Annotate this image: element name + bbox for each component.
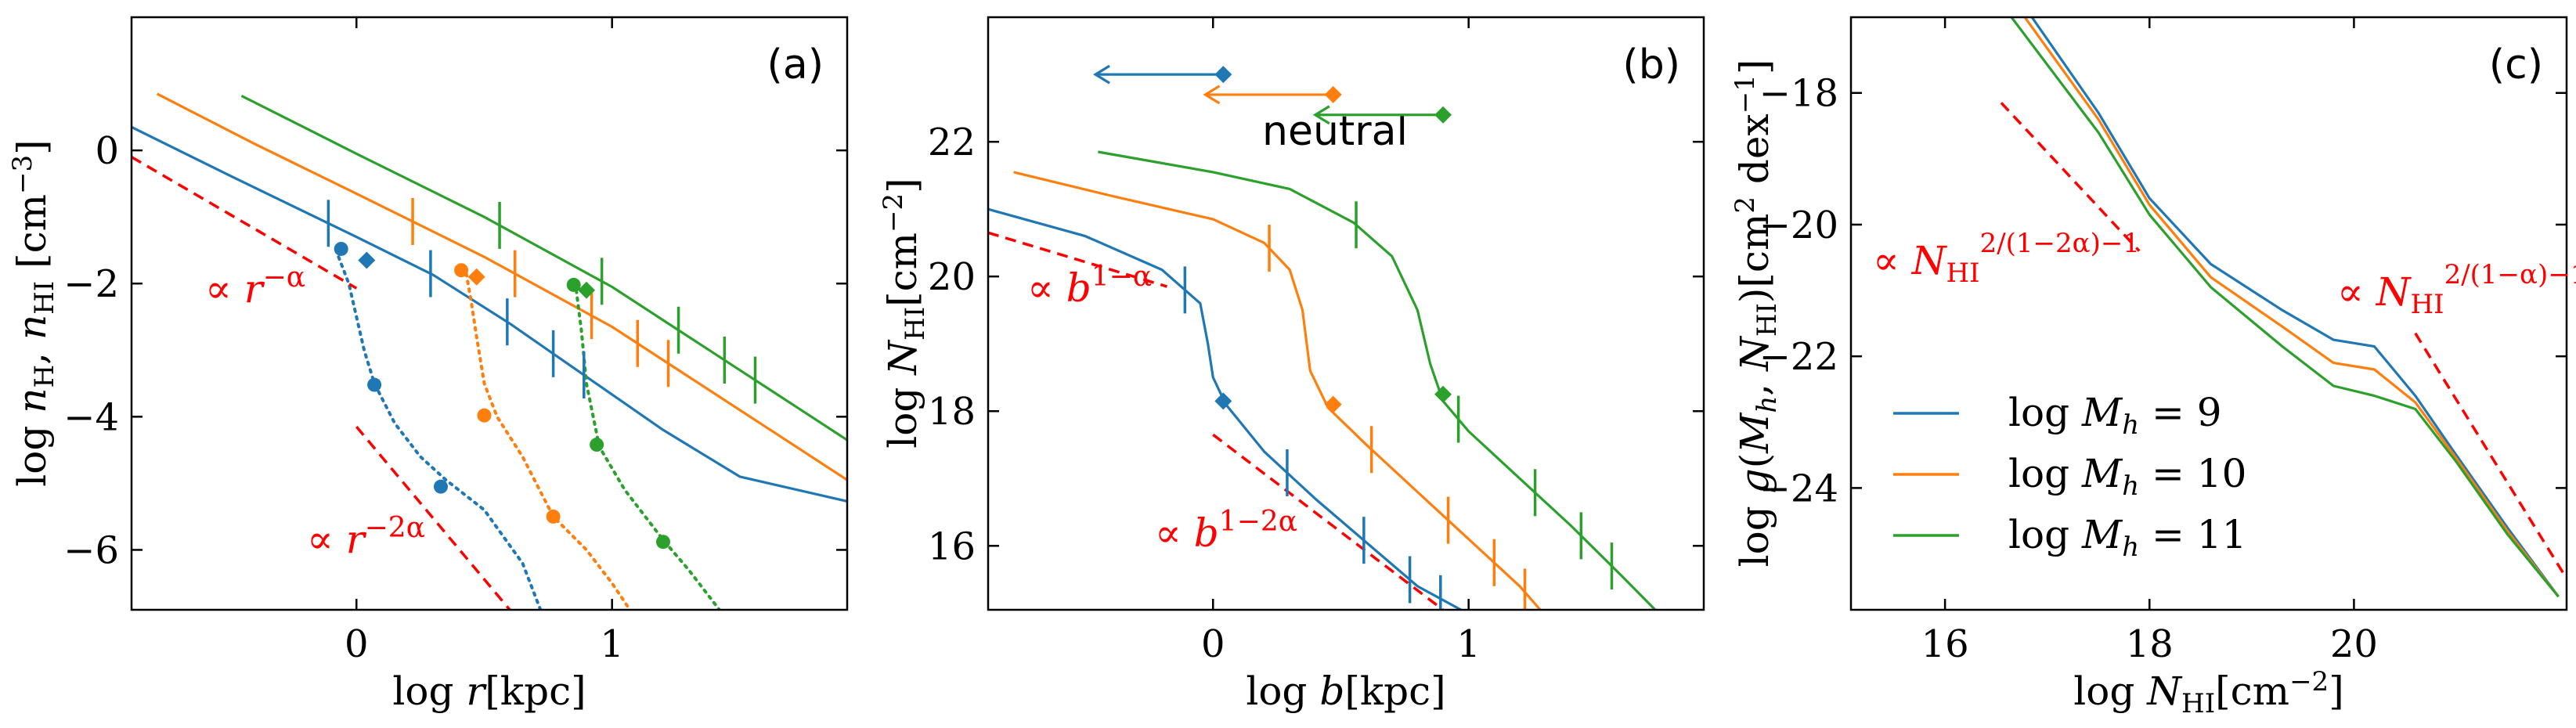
legend-label-mh9: log Mh = 9 xyxy=(2008,390,2222,441)
legend-label-mh10: log Mh = 10 xyxy=(2008,451,2246,502)
marker-diamond-1-3 xyxy=(1214,66,1232,84)
y-tick-label-0-3: −6 xyxy=(63,528,119,572)
y-tick-label-1-0: 16 xyxy=(928,524,976,568)
y-tick-label-1-1: 18 xyxy=(928,390,976,434)
series-line-2-4 xyxy=(2414,332,2565,575)
legend: log Mh = 9 log Mh = 10 log Mh = 11 xyxy=(1893,390,2246,563)
panel-c-plot-area xyxy=(2000,17,2565,598)
panel-a-annotation-r-alpha: ∝ r−α xyxy=(205,261,305,312)
y-tick-label-2-0: −18 xyxy=(1759,72,1838,116)
panel-c-xlabel: log NHI[cm−2] xyxy=(2073,666,2343,719)
series-line-2-3 xyxy=(2000,102,2141,252)
series-line-1-4 xyxy=(1212,433,1445,610)
arrow-head-2 xyxy=(1312,105,1330,125)
panel-c-annotation-low: ∝ NHI2/(1−2α)−1 xyxy=(1873,228,2140,289)
y-tick-label-2-1: −20 xyxy=(1759,204,1838,247)
marker-diamond-0-1 xyxy=(358,251,376,269)
series-line-1-3 xyxy=(988,231,1168,288)
panel-a: 0 1 0 −2 −4 −6 (a) log r[kpc] log nH, nHI [cm… xyxy=(7,16,849,714)
y-tick-label-0-0: 0 xyxy=(95,129,119,173)
x-tick-label-2-2: 20 xyxy=(2330,622,2378,666)
marker-circle-0-3 xyxy=(433,479,448,494)
marker-circle-0-7 xyxy=(546,509,561,524)
marker-diamond-1-0 xyxy=(1214,392,1232,410)
marker-diamond-1-1 xyxy=(1324,395,1342,413)
y-tick-label-1-2: 20 xyxy=(928,255,976,299)
panel-b-axes: 0 1 16 18 20 22 xyxy=(928,17,1704,666)
panel-b-xlabel: log b[kpc] xyxy=(1246,669,1445,714)
series-line-0-4 xyxy=(464,272,632,610)
x-tick-label-0-0: 0 xyxy=(345,622,369,666)
marker-circle-0-8 xyxy=(566,277,581,292)
panel-c-axes: 16 18 20 −18 −20 −22 −24 xyxy=(1759,17,2567,666)
series-line-0-1 xyxy=(156,92,847,481)
panel-b-label: (b) xyxy=(1622,41,1680,88)
panel-b-annotation-b-1-alpha: ∝ b1−α xyxy=(1027,261,1152,311)
panel-a-ylabel: log nH, nHI [cm−3] xyxy=(7,139,60,486)
series-line-2-2 xyxy=(2010,17,2560,598)
legend-entry-mh9: log Mh = 9 xyxy=(1893,390,2222,441)
panel-a-frame xyxy=(130,16,849,611)
y-tick-label-0-2: −4 xyxy=(63,395,119,439)
marker-circle-0-2 xyxy=(367,377,382,392)
series-line-1-2 xyxy=(1098,150,1657,610)
y-tick-label-1-3: 22 xyxy=(928,121,976,164)
panel-a-axes: 0 1 0 −2 −4 −6 xyxy=(63,17,847,666)
marker-circle-0-10 xyxy=(590,438,604,452)
x-tick-label-1-0: 0 xyxy=(1201,622,1225,666)
panel-b-plot-area xyxy=(988,150,1657,610)
series-line-2-1 xyxy=(2023,17,2560,598)
legend-entry-mh11: log Mh = 11 xyxy=(1893,512,2246,563)
arrow-head-0 xyxy=(1093,64,1110,85)
marker-circle-0-6 xyxy=(477,408,492,423)
series-line-0-7 xyxy=(355,425,511,610)
panel-c-frame xyxy=(1849,16,2568,611)
panel-c-ylabel: log g(Mh, NHI)[cm2 dex−1] xyxy=(1730,59,1783,568)
panel-b-ylabel: log NHI[cm−2] xyxy=(878,178,931,448)
panel-c: 16 18 20 −18 −20 −22 −24 (c) log NHI[cm−2] log… xyxy=(1730,16,2576,719)
panel-a-label: (a) xyxy=(767,41,824,88)
marker-circle-0-0 xyxy=(334,241,348,256)
marker-diamond-1-4 xyxy=(1324,85,1342,103)
marker-diamond-0-5 xyxy=(467,268,485,286)
series-line-2-0 xyxy=(2030,17,2560,598)
marker-diamond-1-5 xyxy=(1434,106,1452,124)
panel-a-annotation-r-2alpha: ∝ r−2α xyxy=(307,512,425,562)
series-line-0-3 xyxy=(337,255,543,610)
legend-label-mh11: log Mh = 11 xyxy=(2008,512,2246,563)
y-tick-label-0-1: −2 xyxy=(63,262,119,306)
marker-circle-0-11 xyxy=(655,535,670,550)
arrow-head-1 xyxy=(1203,85,1221,105)
series-line-1-0 xyxy=(988,207,1462,610)
legend-entry-mh10: log Mh = 10 xyxy=(1893,451,2246,502)
panel-a-xlabel: log r[kpc] xyxy=(392,669,586,714)
series-line-0-0 xyxy=(132,125,847,503)
series-line-0-5 xyxy=(575,288,721,610)
x-tick-label-2-0: 16 xyxy=(1921,622,1969,666)
panel-c-label: (c) xyxy=(2489,41,2543,88)
x-tick-label-0-1: 1 xyxy=(600,622,624,666)
y-tick-label-2-3: −24 xyxy=(1759,467,1838,510)
x-tick-label-2-1: 18 xyxy=(2126,622,2174,666)
marker-diamond-0-9 xyxy=(578,281,596,299)
panel-b-frame xyxy=(987,16,1705,611)
panel-b-annotation-b-1-2alpha: ∝ b1−2α xyxy=(1155,506,1297,556)
marker-diamond-1-2 xyxy=(1434,385,1452,403)
panel-a-plot-area xyxy=(132,92,847,610)
y-tick-label-2-2: −22 xyxy=(1759,335,1838,379)
series-line-1-1 xyxy=(1013,171,1542,610)
marker-circle-0-4 xyxy=(454,263,469,278)
series-line-0-6 xyxy=(132,156,358,290)
x-tick-label-1-1: 1 xyxy=(1456,622,1481,666)
panel-c-annotation-high: ∝ NHI2/(1−α)−1 xyxy=(2337,259,2576,320)
series-line-0-2 xyxy=(240,94,847,441)
